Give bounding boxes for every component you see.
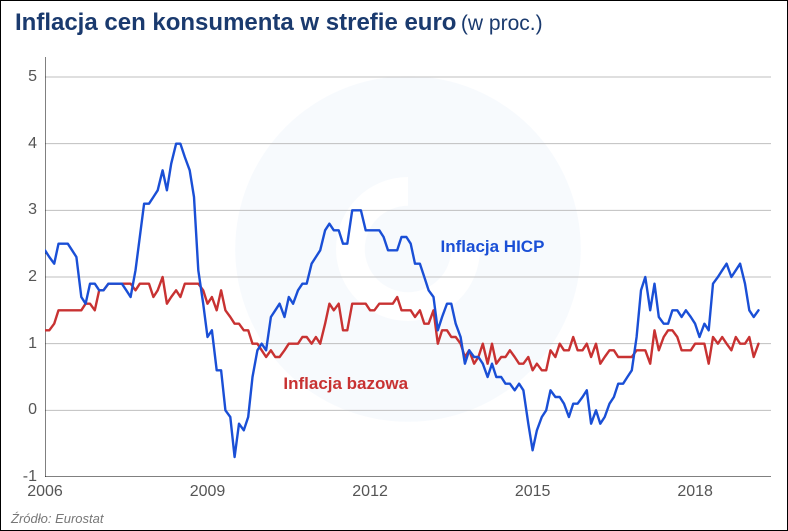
y-tick-label: 2: [28, 268, 37, 286]
y-tick-label: 1: [28, 335, 37, 353]
title-sub: (w proc.): [461, 12, 543, 35]
series-label-hicp: Inflacja HICP: [441, 237, 545, 257]
series-label-bazowa: Inflacja bazowa: [283, 374, 408, 394]
y-tick-label: 0: [28, 401, 37, 419]
y-tick-label: 5: [28, 68, 37, 86]
x-tick-label: 2012: [352, 483, 388, 501]
x-tick-label: 2018: [677, 483, 713, 501]
x-tick-label: 2009: [190, 483, 226, 501]
chart-header: Inflacja cen konsumenta w strefie euro (…: [1, 1, 787, 47]
plot-svg: [45, 57, 771, 477]
source-label: Źródło: Eurostat: [11, 511, 104, 526]
y-tick-label: 4: [28, 135, 37, 153]
x-tick-label: 2006: [27, 483, 63, 501]
y-tick-label: 3: [28, 201, 37, 219]
x-tick-label: 2015: [515, 483, 551, 501]
chart-container: Inflacja cen konsumenta w strefie euro (…: [0, 0, 788, 531]
title-main: Inflacja cen konsumenta w strefie euro: [15, 9, 456, 36]
chart-area: -1012345 20062009201220152018 Inflacja H…: [45, 57, 771, 477]
